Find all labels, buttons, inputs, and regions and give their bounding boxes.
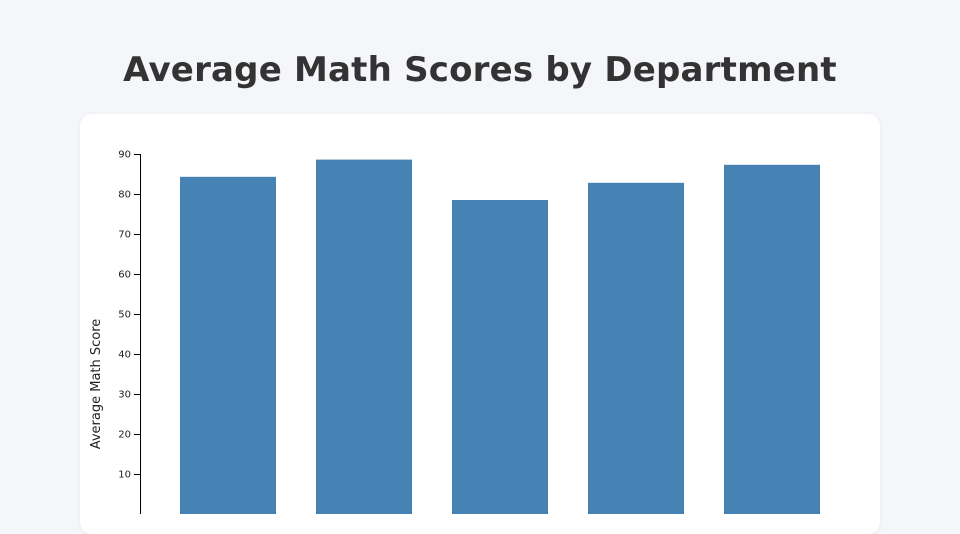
y-tick-label-20: 20 xyxy=(118,430,131,441)
bar-2 xyxy=(316,159,412,514)
bar-1 xyxy=(180,176,276,515)
bar-5 xyxy=(724,164,820,515)
y-tick-label-50: 50 xyxy=(118,310,131,321)
bar-chart: 10 20 30 40 50 60 70 80 90 Average Math Score xyxy=(89,150,820,515)
y-tick-label-70: 70 xyxy=(118,230,131,241)
y-tick-label-90: 90 xyxy=(118,150,131,161)
y-tick-label-60: 60 xyxy=(118,270,131,281)
y-axis-title: Average Math Score xyxy=(89,319,104,450)
bar-4 xyxy=(588,182,684,515)
page-title: Average Math Scores by Department xyxy=(123,50,837,90)
y-tick-label-30: 30 xyxy=(118,390,131,401)
bar-3 xyxy=(452,200,548,514)
chart-card: 10 20 30 40 50 60 70 80 90 Average Math Score xyxy=(80,114,880,534)
y-tick-label-10: 10 xyxy=(118,470,131,481)
y-tick-label-80: 80 xyxy=(118,190,131,201)
y-tick-label-40: 40 xyxy=(118,350,131,361)
